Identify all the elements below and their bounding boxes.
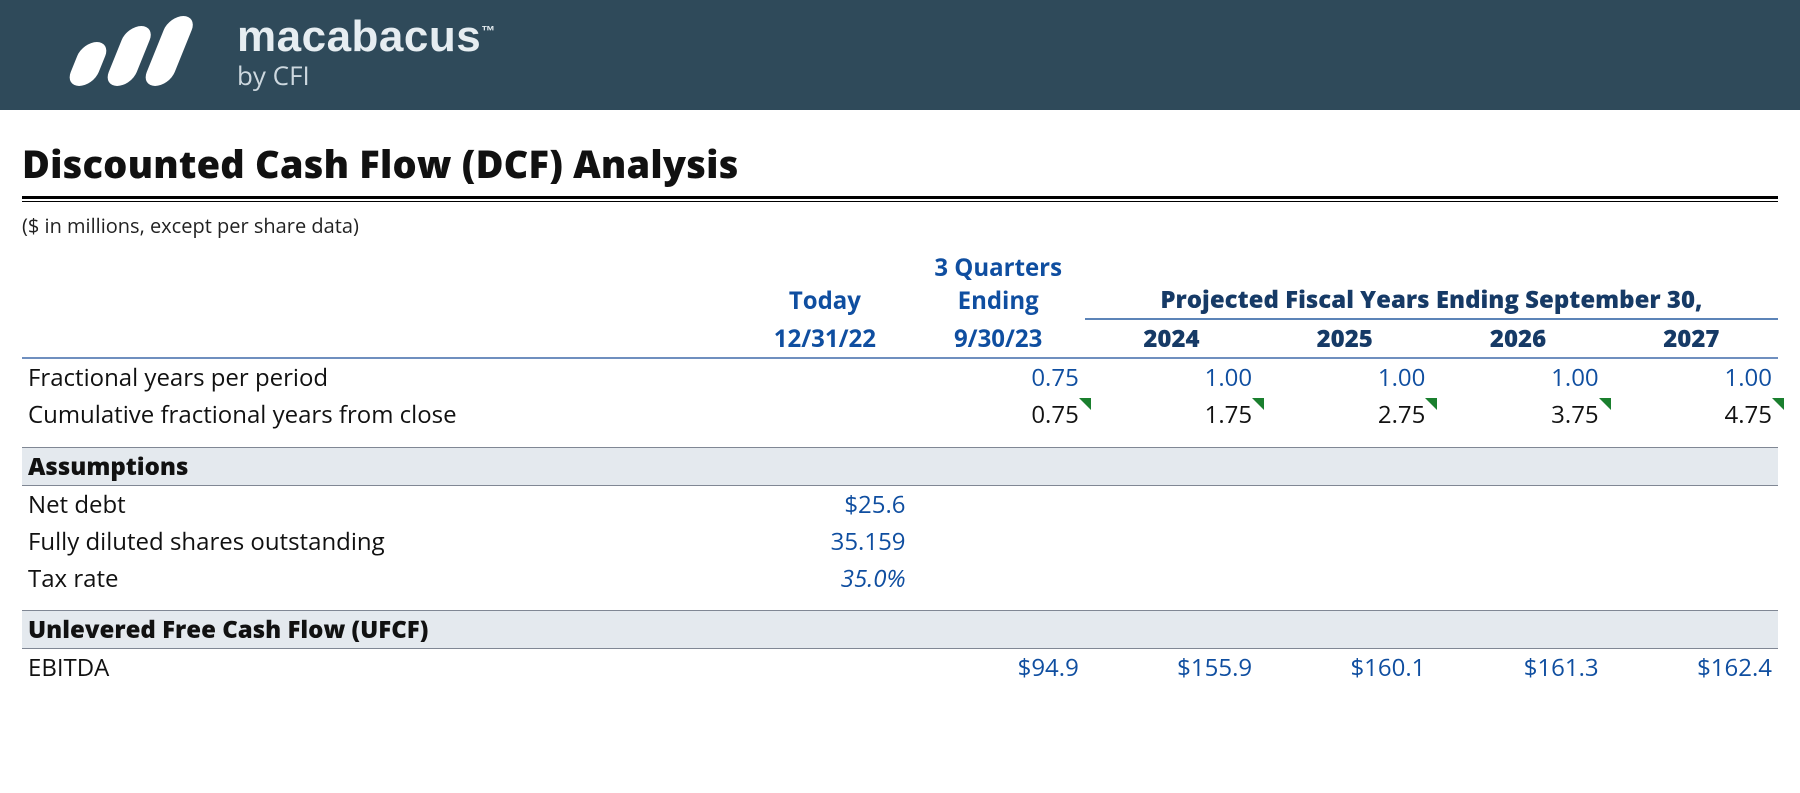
hdr-stub-top: 3 Quarters Ending	[912, 249, 1085, 319]
cell-flag-icon	[1772, 398, 1784, 410]
hdr-stub-date: 9/30/23	[912, 319, 1085, 358]
hdr-today-top: Today	[738, 249, 911, 319]
hdr-year-2024: 2024	[1085, 319, 1258, 358]
val-cumulative-stub: 0.75	[912, 396, 1085, 433]
label-tax-rate: Tax rate	[22, 560, 738, 597]
brand-logo-icon	[55, 12, 215, 92]
val-shares: 35.159	[738, 523, 911, 560]
label-shares: Fully diluted shares outstanding	[22, 523, 738, 560]
val-fractional-stub: 0.75	[912, 358, 1085, 396]
val-fractional-2024: 1.00	[1085, 358, 1258, 396]
val-cumulative-2024: 1.75	[1085, 396, 1258, 433]
label-ebitda: EBITDA	[22, 649, 738, 687]
section-ufcf: Unlevered Free Cash Flow (UFCF)	[22, 611, 1778, 649]
row-cumulative-years: Cumulative fractional years from close 0…	[22, 396, 1778, 433]
val-cumulative-2026: 3.75	[1431, 396, 1604, 433]
row-ebitda: EBITDA $94.9 $155.9 $160.1 $161.3 $162.4	[22, 649, 1778, 687]
val-tax-rate: 35.0%	[738, 560, 911, 597]
row-tax-rate: Tax rate 35.0%	[22, 560, 1778, 597]
brand-name: macabacus	[237, 12, 481, 61]
brand-banner: macabacus™ by CFI	[0, 0, 1800, 114]
val-cumulative-2027: 4.75	[1605, 396, 1778, 433]
label-net-debt: Net debt	[22, 485, 738, 523]
val-ebitda-stub: $94.9	[912, 649, 1085, 687]
hdr-year-2025: 2025	[1258, 319, 1431, 358]
val-fractional-2025: 1.00	[1258, 358, 1431, 396]
label-cumulative: Cumulative fractional years from close	[22, 396, 738, 433]
brand-byline: by CFI	[237, 62, 496, 89]
val-cumulative-2025: 2.75	[1258, 396, 1431, 433]
val-ebitda-2026: $161.3	[1431, 649, 1604, 687]
val-fractional-2026: 1.00	[1431, 358, 1604, 396]
hdr-today-date: 12/31/22	[738, 319, 911, 358]
header-row-top: Today 3 Quarters Ending Projected Fiscal…	[22, 249, 1778, 319]
header-row-bottom: 12/31/22 9/30/23 2024 2025 2026 2027	[22, 319, 1778, 358]
hdr-year-2026: 2026	[1431, 319, 1604, 358]
row-fractional-years: Fractional years per period 0.75 1.00 1.…	[22, 358, 1778, 396]
val-ebitda-2027: $162.4	[1605, 649, 1778, 687]
row-shares: Fully diluted shares outstanding 35.159	[22, 523, 1778, 560]
val-ebitda-2024: $155.9	[1085, 649, 1258, 687]
row-net-debt: Net debt $25.6	[22, 485, 1778, 523]
section-assumptions: Assumptions	[22, 447, 1778, 485]
document-body: Discounted Cash Flow (DCF) Analysis ($ i…	[0, 114, 1800, 696]
label-fractional: Fractional years per period	[22, 358, 738, 396]
section-ufcf-label: Unlevered Free Cash Flow (UFCF)	[22, 611, 1778, 649]
page-title: Discounted Cash Flow (DCF) Analysis	[22, 138, 1778, 190]
hdr-projected-span: Projected Fiscal Years Ending September …	[1085, 249, 1778, 319]
val-fractional-2027: 1.00	[1605, 358, 1778, 396]
val-ebitda-2025: $160.1	[1258, 649, 1431, 687]
section-assumptions-label: Assumptions	[22, 447, 1778, 485]
units-note: ($ in millions, except per share data)	[22, 212, 1778, 239]
brand-logo-text: macabacus™ by CFI	[237, 14, 496, 89]
trademark-icon: ™	[481, 23, 496, 39]
title-divider	[22, 196, 1778, 202]
dcf-table: Today 3 Quarters Ending Projected Fiscal…	[22, 249, 1778, 686]
val-net-debt: $25.6	[738, 485, 911, 523]
hdr-year-2027: 2027	[1605, 319, 1778, 358]
